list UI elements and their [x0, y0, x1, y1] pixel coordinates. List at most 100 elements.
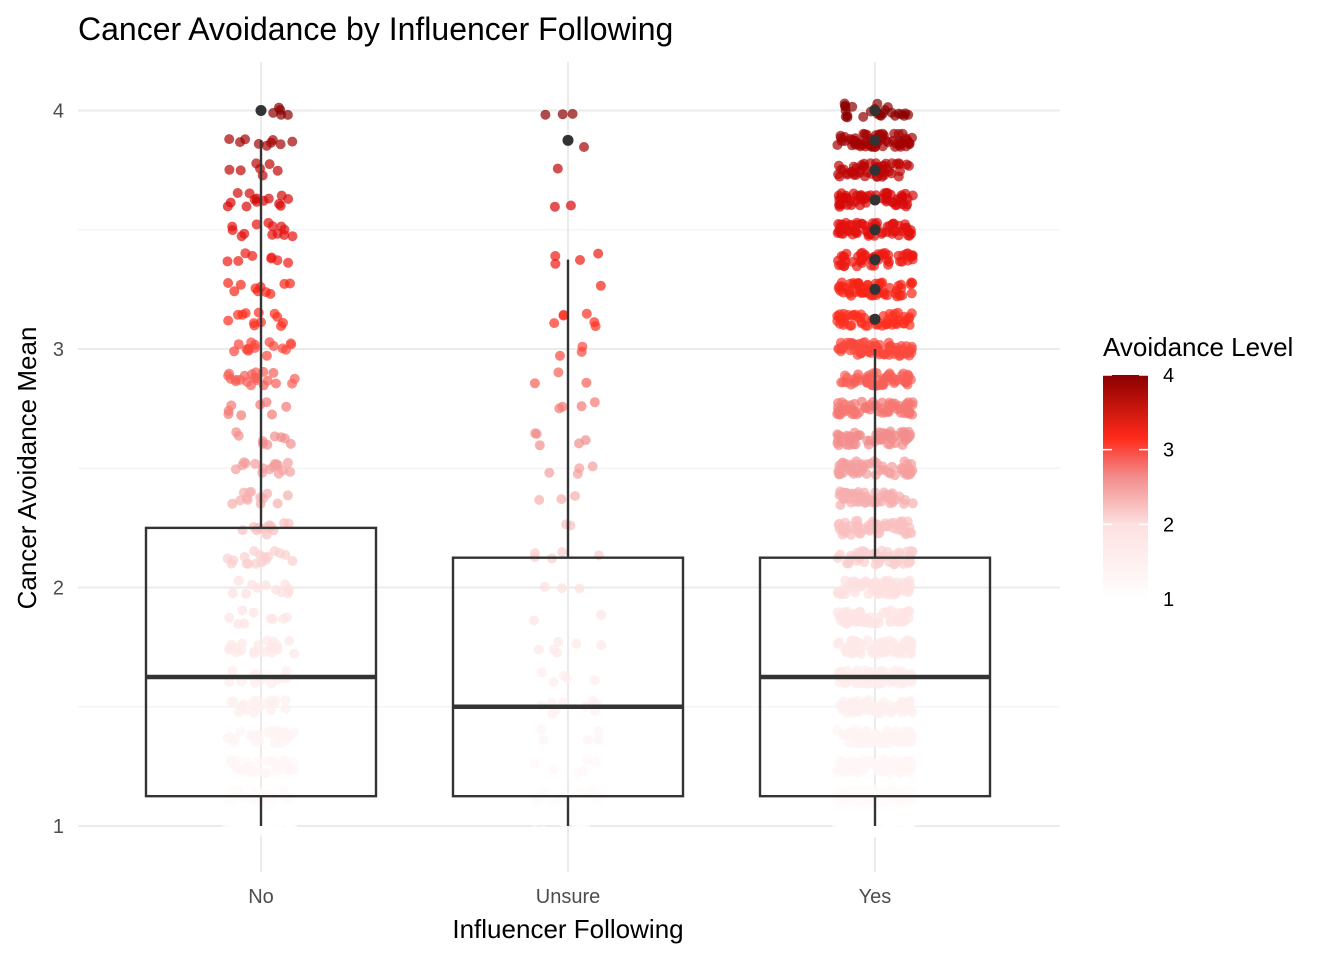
jitter-point: [556, 494, 567, 505]
jitter-point: [225, 785, 235, 795]
jitter-point: [533, 644, 544, 655]
jitter-point: [887, 197, 898, 208]
jitter-point: [284, 635, 295, 646]
jitter-point: [235, 279, 246, 290]
jitter-point: [575, 255, 585, 265]
jitter-point: [230, 376, 241, 387]
jitter-point: [279, 518, 290, 528]
jitter-point: [242, 756, 253, 767]
jitter-point: [283, 795, 293, 806]
jitter-point: [282, 490, 293, 501]
jitter-point: [264, 337, 275, 348]
jitter-point: [899, 456, 910, 467]
jitter-point: [244, 188, 255, 199]
jitter-point: [249, 816, 260, 827]
jitter-point: [878, 108, 888, 119]
jitter-point: [229, 795, 240, 806]
jitter-point: [896, 226, 907, 237]
jitter-point: [237, 525, 248, 536]
jitter-point: [289, 648, 300, 659]
jitter-point: [878, 646, 889, 656]
jitter-point: [832, 438, 843, 449]
jitter-point: [582, 754, 593, 765]
outlier-point: [869, 194, 881, 206]
jitter-point: [281, 612, 292, 623]
jitter-points: [222, 98, 918, 838]
jitter-point: [851, 163, 862, 174]
jitter-point: [275, 200, 286, 211]
jitter-point: [855, 348, 866, 359]
jitter-point: [233, 430, 244, 441]
jitter-point: [574, 785, 585, 796]
jitter-point: [239, 228, 250, 239]
jitter-point: [891, 577, 902, 588]
jitter-point: [589, 397, 600, 408]
jitter-point: [593, 248, 604, 259]
jitter-point: [856, 755, 867, 766]
jitter-point: [887, 434, 898, 445]
x-tick-label: No: [248, 886, 274, 908]
outlier-point: [869, 313, 881, 325]
jitter-point: [556, 583, 567, 594]
jitter-point: [222, 256, 233, 267]
jitter-point: [548, 764, 559, 775]
jitter-point: [906, 637, 917, 648]
jitter-point: [884, 677, 895, 688]
jitter-point: [224, 677, 235, 688]
jitter-point: [534, 494, 545, 505]
jitter-point: [879, 188, 890, 199]
jitter-point: [574, 583, 585, 594]
jitter-point: [835, 699, 846, 710]
jitter-point: [233, 339, 244, 350]
jitter-point: [555, 350, 565, 361]
jitter-point: [891, 608, 902, 619]
jitter-point: [838, 467, 848, 478]
boxplots: [144, 105, 992, 826]
jitter-point: [582, 735, 593, 745]
jitter-point: [529, 378, 540, 389]
jitter-point: [834, 171, 845, 182]
jitter-point: [550, 258, 561, 269]
jitter-point: [240, 134, 251, 145]
jitter-point: [857, 612, 868, 623]
jitter-point: [229, 286, 240, 297]
jitter-point: [858, 282, 868, 293]
jitter-point: [230, 819, 241, 830]
jitter-point: [258, 493, 269, 504]
jitter-point: [850, 466, 861, 477]
jitter-point: [834, 260, 844, 271]
jitter-point: [540, 109, 551, 120]
outlier-point: [869, 283, 881, 295]
jitter-point: [235, 495, 246, 506]
jitter-point: [899, 794, 910, 805]
jitter-point: [877, 397, 888, 408]
jitter-point: [283, 731, 294, 742]
jitter-point: [225, 197, 236, 208]
jitter-point: [841, 707, 852, 718]
jitter-point: [860, 220, 871, 231]
jitter-point: [858, 699, 869, 710]
jitter-point: [877, 141, 888, 152]
jitter-point: [282, 109, 293, 120]
jitter-point: [865, 618, 876, 629]
jitter-point: [241, 588, 251, 599]
jitter-point: [268, 636, 279, 647]
jitter-point: [271, 584, 282, 595]
jitter-point: [287, 378, 298, 389]
jitter-point: [266, 253, 277, 264]
jitter-point: [890, 665, 901, 676]
jitter-point: [261, 140, 272, 151]
jitter-point: [275, 139, 286, 150]
jitter-point: [840, 101, 851, 112]
jitter-point: [223, 278, 234, 288]
jitter-point: [269, 308, 280, 319]
jitter-point: [845, 550, 856, 561]
jitter-point: [836, 251, 847, 261]
jitter-point: [859, 764, 869, 775]
outlier-point: [869, 105, 881, 116]
jitter-point: [900, 348, 911, 359]
jitter-point: [845, 610, 855, 621]
jitter-point: [227, 754, 237, 765]
legend-tick-label: 2: [1163, 514, 1174, 536]
jitter-point: [223, 315, 234, 326]
